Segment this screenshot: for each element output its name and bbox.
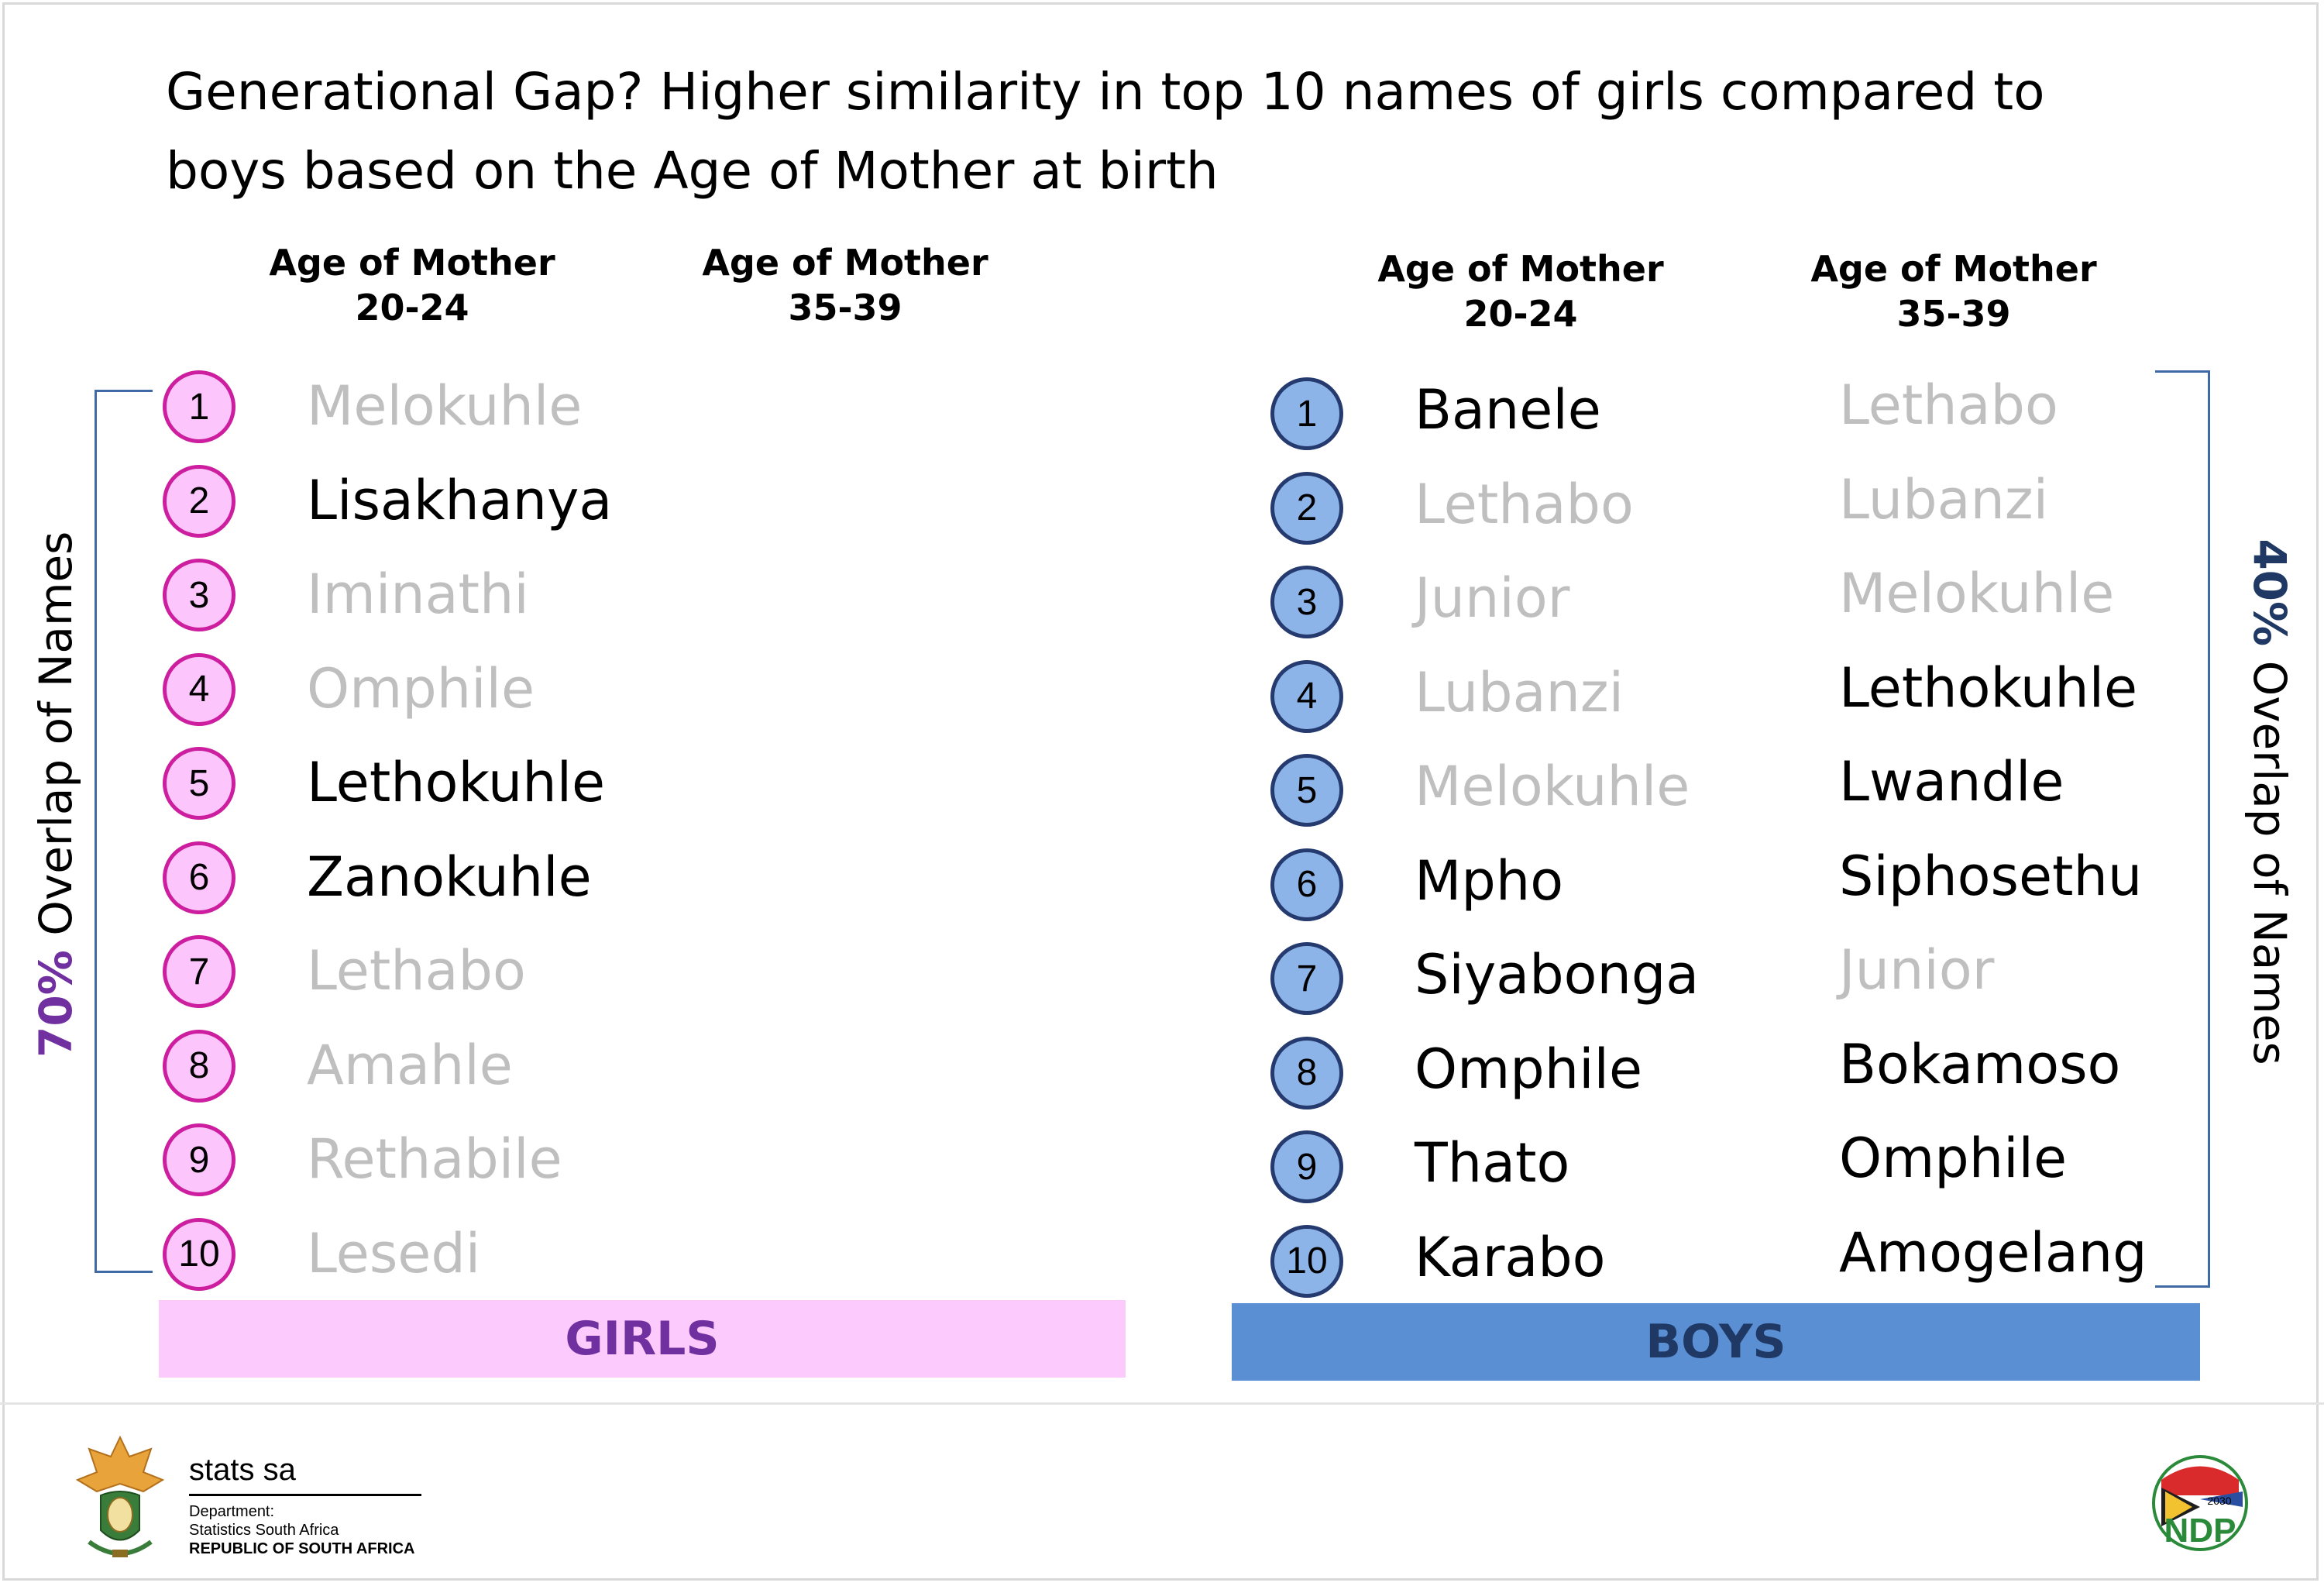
girls-bar: GIRLS: [159, 1300, 1126, 1378]
statssa-rule: [189, 1494, 421, 1496]
header-line: Age of Mother: [269, 242, 555, 284]
girls-rank-badge: 5: [163, 747, 235, 820]
boys-rank-badge: 1: [1270, 377, 1343, 450]
boys-header-20-24: Age of Mother 20-24: [1327, 246, 1714, 336]
boys-names-20-24-item: Mpho: [1415, 848, 1564, 913]
boys-names-35-39-item: Lethabo: [1839, 373, 2058, 437]
girls-names-20-24-item: Lethabo: [307, 939, 526, 1003]
boys-names-20-24-item: Omphile: [1415, 1037, 1643, 1101]
boys-names-20-24-item: Melokuhle: [1415, 755, 1690, 818]
girls-rank-badge: 4: [163, 652, 235, 726]
ndp-year: 2030: [2207, 1495, 2231, 1507]
boys-overlap-bracket: [2155, 370, 2210, 1288]
boys-rank-badge: 4: [1270, 659, 1343, 733]
girls-rank-badge: 2: [163, 464, 235, 538]
girls-header-35-39: Age of Mother 35-39: [651, 240, 1039, 330]
girls-rank-badge: 6: [163, 841, 235, 914]
ndp-text: NDP: [2164, 1512, 2236, 1550]
girls-rank-badge: 9: [163, 1123, 235, 1196]
boys-names-20-24-item: Thato: [1415, 1131, 1570, 1195]
boys-rank-badge: 5: [1270, 754, 1343, 827]
statssa-line3: REPUBLIC OF SOUTH AFRICA: [189, 1540, 415, 1557]
header-line: 35-39: [1896, 293, 2011, 335]
statssa-logo: stats sa Department: Statistics South Af…: [189, 1450, 421, 1558]
boys-names-20-24-item: Lethabo: [1415, 472, 1634, 536]
girls-overlap-percent: 70%: [29, 950, 82, 1058]
page-title: Generational Gap? Higher similarity in t…: [166, 62, 2045, 201]
statssa-line1: Department:: [189, 1503, 275, 1520]
boys-rank-badge: 9: [1270, 1130, 1343, 1203]
girls-rank-badge: 3: [163, 559, 235, 631]
girls-rank-badge: 1: [163, 370, 235, 443]
boys-names-35-39-item: Lubanzi: [1839, 467, 2049, 532]
girls-rank-badge: 7: [163, 935, 235, 1008]
boys-bar: BOYS: [1232, 1303, 2200, 1381]
header-line: 35-39: [788, 287, 902, 329]
girls-names-20-24-item: Amahle: [307, 1033, 513, 1097]
header-line: Age of Mother: [702, 242, 988, 284]
boys-rank-badge: 3: [1270, 566, 1343, 638]
girls-names-20-24-item: Rethabile: [307, 1127, 562, 1191]
boys-names-35-39-item: Melokuhle: [1839, 562, 2115, 625]
girls-names-20-24-item: Zanokuhle: [307, 845, 592, 909]
boys-names-35-39-item: Siphosethu: [1839, 844, 2143, 908]
girls-bar-label: GIRLS: [565, 1312, 720, 1366]
boys-overlap-label: 40% Overlap of Names: [2243, 531, 2297, 1073]
footer-divider: [0, 1402, 2324, 1405]
girls-names-20-24-item: Lethokuhle: [307, 751, 606, 814]
boys-names-20-24-item: Banele: [1415, 378, 1601, 442]
boys-names-35-39-item: Lwandle: [1839, 750, 2064, 814]
girls-names-20-24-item: Omphile: [307, 656, 535, 721]
girls-rank-badge: 10: [163, 1217, 235, 1291]
boys-names-35-39-item: Lethokuhle: [1839, 655, 2138, 720]
girls-names-20-24-item: Lesedi: [307, 1221, 481, 1285]
boys-overlap-percent: 40%: [2243, 538, 2296, 647]
header-line: Age of Mother: [1810, 248, 2097, 290]
boys-header-35-39: Age of Mother 35-39: [1760, 246, 2147, 336]
coat-of-arms-logo: [75, 1435, 165, 1557]
boys-names-20-24-item: Siyabonga: [1415, 943, 1700, 1006]
boys-rank-badge: 7: [1270, 942, 1343, 1015]
girls-rank-badge: 8: [163, 1029, 235, 1103]
ndp-2030-logo: 2030 NDP: [2152, 1455, 2248, 1551]
boys-names-35-39-item: Bokamoso: [1839, 1032, 2121, 1096]
girls-overlap-bracket: [95, 390, 153, 1273]
girls-header-20-24: Age of Mother 20-24: [218, 240, 606, 330]
boys-rank-badge: 6: [1270, 848, 1343, 921]
boys-names-20-24-item: Junior: [1415, 566, 1570, 630]
boys-bar-label: BOYS: [1645, 1315, 1786, 1369]
header-line: 20-24: [355, 287, 469, 329]
statssa-brand: stats sa: [189, 1453, 296, 1487]
boys-names-35-39-item: Amogelang: [1839, 1220, 2147, 1285]
boys-rank-badge: 10: [1270, 1224, 1343, 1298]
boys-rank-badge: 8: [1270, 1036, 1343, 1110]
girls-names-20-24-item: Melokuhle: [307, 374, 583, 438]
boys-names-20-24-item: Karabo: [1415, 1225, 1606, 1289]
girls-names-20-24-item: Iminathi: [307, 562, 529, 626]
statssa-line2: Statistics South Africa: [189, 1522, 339, 1539]
boys-names-35-39-item: Junior: [1839, 938, 1995, 1002]
girls-overlap-text: Overlap of Names: [29, 531, 82, 951]
girls-overlap-label: 70% Overlap of Names: [29, 532, 83, 1058]
header-line: Age of Mother: [1377, 248, 1664, 290]
header-line: 20-24: [1463, 293, 1578, 335]
boys-names-20-24-item: Lubanzi: [1415, 660, 1624, 724]
girls-names-20-24-item: Lisakhanya: [307, 468, 613, 532]
boys-rank-badge: 2: [1270, 471, 1343, 545]
boys-overlap-text: Overlap of Names: [2243, 646, 2296, 1065]
boys-names-35-39-item: Omphile: [1839, 1127, 2068, 1190]
